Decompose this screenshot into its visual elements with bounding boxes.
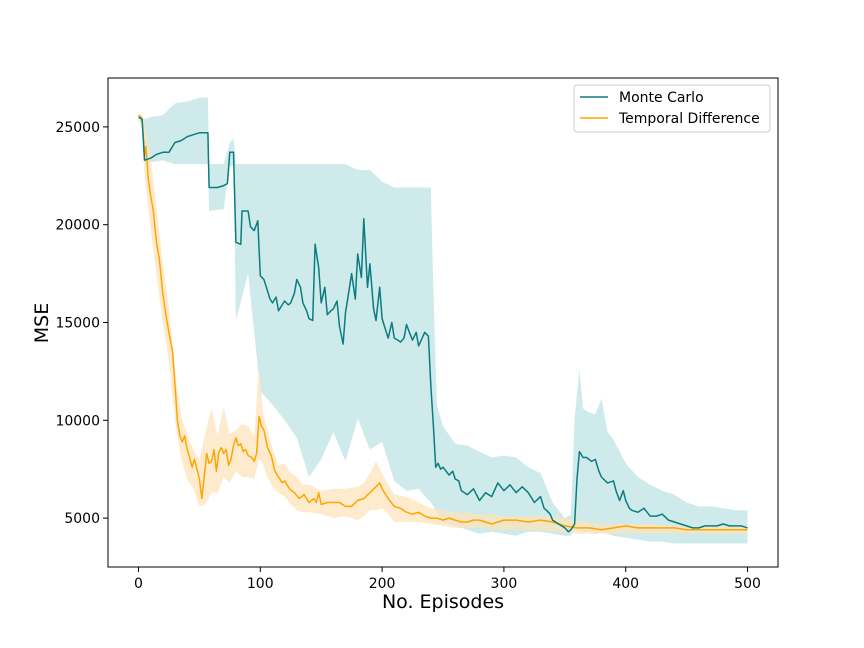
y-axis: 5000 10000 15000 20000 25000 — [55, 120, 108, 527]
x-axis: 0 100 200 300 400 500 — [134, 567, 761, 592]
y-tick-label: 15000 — [55, 316, 100, 332]
x-tick-label: 400 — [612, 576, 639, 592]
y-tick-label: 10000 — [55, 413, 100, 429]
line-monte-carlo — [138, 116, 748, 533]
y-tick-label: 25000 — [55, 120, 100, 136]
band-temporal-difference — [138, 113, 748, 534]
legend-box — [573, 84, 771, 133]
y-tick-label: 20000 — [55, 218, 100, 234]
x-tick-label: 500 — [734, 576, 761, 592]
legend-label-temporal-difference: Temporal Difference — [618, 111, 760, 127]
y-tick-label: 5000 — [64, 511, 100, 527]
legend: Monte Carlo Temporal Difference — [573, 84, 771, 133]
y-axis-label: MSE — [31, 303, 53, 343]
x-axis-label: No. Episodes — [382, 591, 504, 613]
confidence-bands — [138, 97, 748, 544]
x-tick-label: 200 — [369, 576, 396, 592]
band-monte-carlo — [138, 97, 748, 544]
line-temporal-difference — [138, 114, 748, 531]
x-tick-label: 0 — [134, 576, 143, 592]
x-tick-label: 300 — [491, 576, 518, 592]
series-lines — [138, 114, 748, 533]
x-tick-label: 100 — [247, 576, 274, 592]
legend-label-monte-carlo: Monte Carlo — [619, 90, 704, 106]
